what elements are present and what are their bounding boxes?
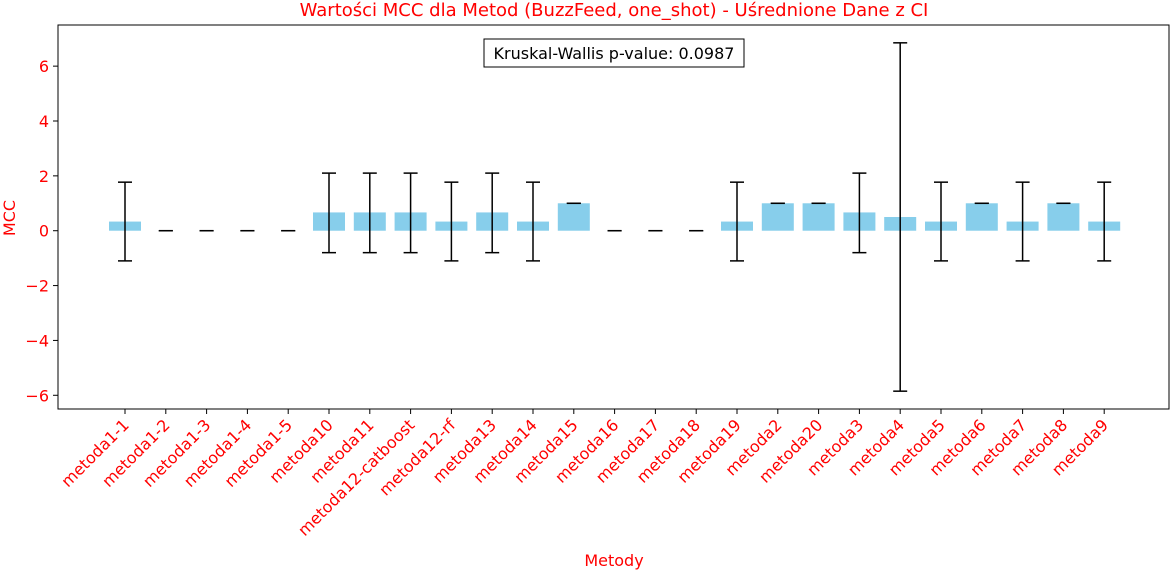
annotation-frame [483, 38, 745, 68]
error-bar-metoda12-catboost [403, 172, 418, 254]
kruskal-wallis-annotation: Kruskal-Wallis p-value: 0.0987 [494, 44, 735, 63]
y-tick-label: 4 [39, 112, 49, 131]
y-tick-label: −4 [25, 331, 49, 350]
y-tick-label: 2 [39, 167, 49, 186]
error-bar-metoda19 [730, 181, 744, 262]
error-bar-metoda1-1 [118, 181, 132, 262]
y-axis-label: MCC [0, 200, 19, 236]
y-tick-label: −2 [25, 277, 49, 296]
error-bar-metoda5 [934, 181, 948, 262]
plot-frame [57, 24, 1170, 410]
error-bar-metoda7 [1015, 181, 1030, 262]
bar-metoda8 [1047, 203, 1080, 231]
bar-metoda6 [965, 203, 998, 231]
bar-metoda2 [761, 203, 794, 231]
error-bar-metoda3 [852, 172, 867, 254]
y-tick-label: 0 [39, 222, 49, 241]
bar-metoda15 [557, 203, 590, 231]
error-bar-metoda13 [485, 172, 500, 254]
y-tick-label: −6 [25, 386, 49, 405]
chart-title: Wartości MCC dla Metod (BuzzFeed, one_sh… [300, 0, 929, 21]
x-axis-label: Metody [584, 551, 643, 570]
error-bar-metoda10 [322, 172, 336, 254]
annotation-box: Kruskal-Wallis p-value: 0.0987 [483, 38, 745, 68]
bar-metoda20 [802, 203, 835, 231]
plot-area [109, 42, 1121, 392]
y-axis: −6 −4 −2 0 2 4 6 [25, 57, 58, 405]
error-bar-metoda9 [1097, 181, 1112, 262]
error-bar-metoda14 [526, 181, 540, 262]
error-bar-metoda11 [362, 172, 377, 254]
x-axis: metoda1-1metoda1-2metoda1-3metoda1-4meto… [57, 409, 1112, 540]
error-bar-metoda12-rf [444, 181, 459, 262]
y-tick-label: 6 [39, 57, 49, 76]
error-bar-metoda4 [893, 42, 908, 392]
